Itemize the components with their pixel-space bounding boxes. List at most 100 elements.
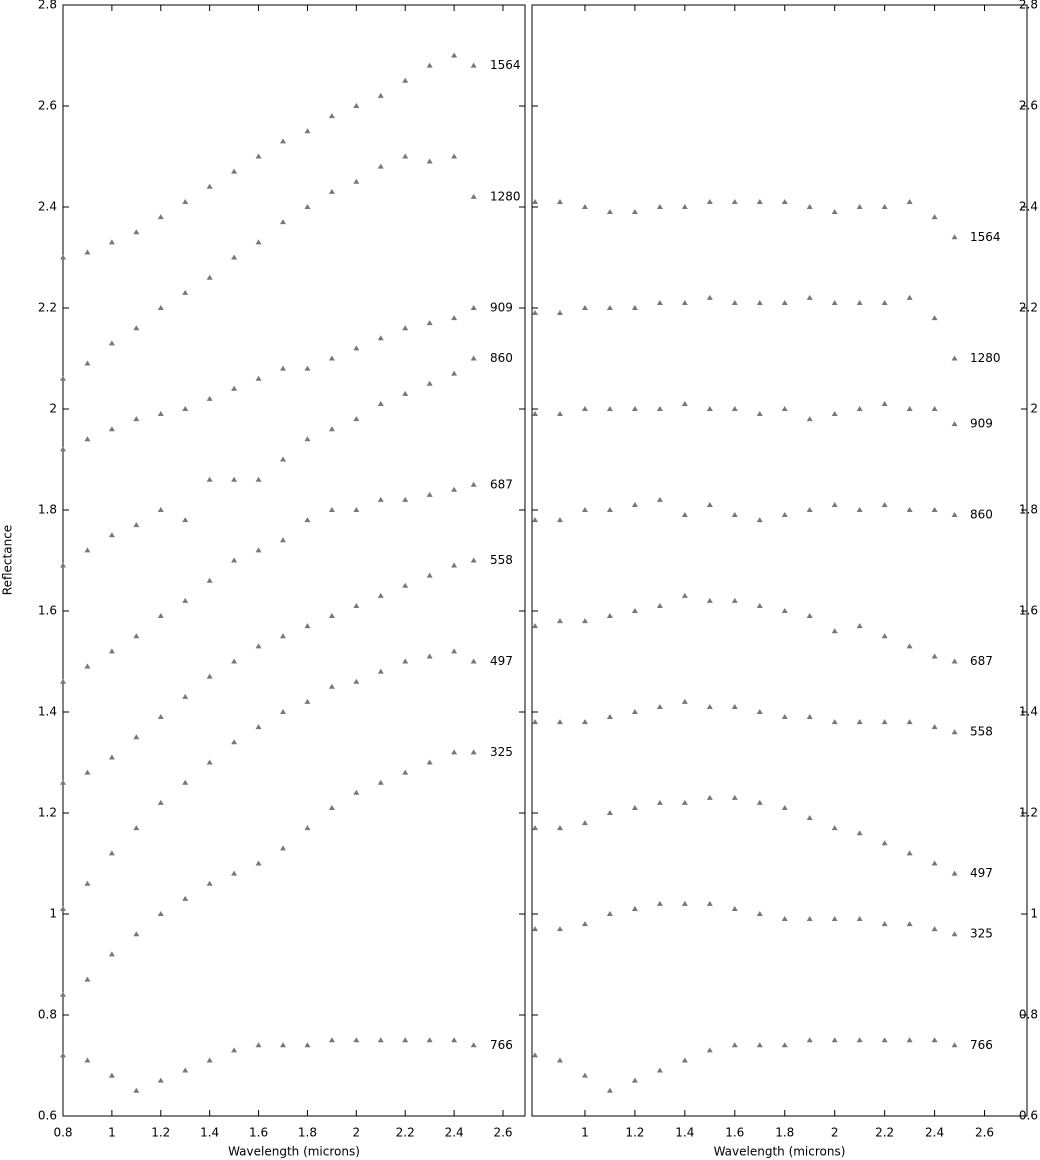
data-point — [706, 900, 713, 906]
data-point — [402, 77, 409, 83]
data-point — [353, 507, 360, 512]
data-point — [451, 370, 458, 376]
data-point — [806, 613, 813, 619]
y-tick-label: 2.2 — [1019, 301, 1038, 315]
data-point — [706, 1047, 713, 1053]
data-point — [157, 411, 164, 417]
data-point — [831, 411, 838, 417]
series-label: 766 — [970, 1038, 993, 1052]
data-point — [831, 825, 838, 831]
data-point — [756, 602, 763, 608]
data-point — [681, 299, 688, 305]
series-label: 687 — [490, 477, 513, 491]
y-tick-label: 1.8 — [1019, 503, 1038, 517]
data-point — [681, 900, 688, 906]
data-point — [402, 496, 409, 502]
data-point — [451, 315, 458, 321]
data-point — [255, 153, 262, 159]
data-point — [951, 729, 958, 735]
data-point — [906, 643, 913, 649]
y-tick-label: 2 — [1030, 402, 1038, 416]
data-point — [231, 557, 238, 563]
data-point — [206, 759, 213, 765]
data-point — [656, 602, 663, 608]
data-point — [931, 860, 938, 866]
data-point — [108, 340, 115, 346]
data-point — [60, 375, 66, 381]
data-point — [631, 905, 638, 911]
data-point — [108, 850, 115, 856]
data-point — [84, 360, 91, 366]
x-tick-label: 2 — [353, 1126, 361, 1140]
data-point — [231, 658, 238, 664]
data-point — [182, 1067, 189, 1073]
data-point — [581, 820, 588, 826]
data-point — [531, 310, 538, 316]
data-point — [182, 517, 189, 523]
data-point — [881, 719, 888, 725]
series-label: 860 — [970, 508, 993, 522]
data-point — [906, 719, 913, 725]
data-point — [681, 799, 688, 805]
data-point — [756, 411, 763, 417]
x-tick-label: 1.6 — [249, 1126, 268, 1140]
data-point — [231, 254, 238, 260]
data-point — [304, 698, 311, 704]
data-point — [206, 476, 213, 482]
data-point — [556, 310, 563, 316]
series-label: 325 — [490, 745, 513, 759]
data-point — [328, 613, 335, 619]
data-point — [731, 905, 738, 911]
data-point — [402, 658, 409, 664]
data-point — [157, 613, 164, 619]
data-point — [451, 52, 458, 58]
data-point — [470, 62, 477, 68]
data-point — [931, 315, 938, 321]
data-point — [531, 198, 538, 204]
x-tick-label: 1.6 — [725, 1126, 744, 1140]
data-point — [931, 1037, 938, 1043]
data-point — [656, 496, 663, 502]
data-point — [756, 299, 763, 305]
x-tick-label: 2.6 — [975, 1126, 994, 1140]
data-point — [451, 749, 458, 755]
data-point — [157, 911, 164, 916]
data-point — [631, 305, 638, 310]
series-label: 497 — [970, 866, 993, 880]
data-point — [881, 1037, 888, 1043]
data-point — [606, 810, 613, 815]
data-point — [831, 628, 838, 634]
data-point — [756, 911, 763, 916]
data-point — [631, 1077, 638, 1083]
data-point — [581, 618, 588, 624]
data-point — [255, 476, 262, 482]
data-point — [656, 703, 663, 709]
y-tick-label: 0.6 — [38, 1109, 57, 1123]
data-point — [931, 507, 938, 512]
data-point — [60, 254, 66, 260]
series-label: 497 — [490, 654, 513, 668]
data-point — [182, 779, 189, 785]
data-point — [681, 698, 688, 704]
data-point — [470, 305, 477, 310]
data-point — [856, 916, 863, 922]
data-point — [108, 1072, 115, 1078]
data-point — [831, 501, 838, 507]
data-point — [906, 1037, 913, 1043]
y-tick-label: 1.8 — [38, 503, 57, 517]
data-point — [280, 456, 286, 462]
data-point — [353, 345, 360, 351]
data-point — [84, 547, 91, 553]
y-tick-label: 1.4 — [38, 705, 57, 719]
data-point — [402, 1037, 409, 1043]
data-point — [806, 815, 813, 821]
data-point — [906, 406, 913, 411]
data-point — [470, 481, 477, 487]
data-point — [856, 1037, 863, 1043]
data-point — [231, 168, 238, 174]
data-point — [951, 512, 958, 518]
data-point — [328, 113, 335, 119]
data-point — [255, 547, 262, 553]
y-tick-label: 1.2 — [1019, 806, 1038, 820]
data-point — [556, 618, 563, 624]
